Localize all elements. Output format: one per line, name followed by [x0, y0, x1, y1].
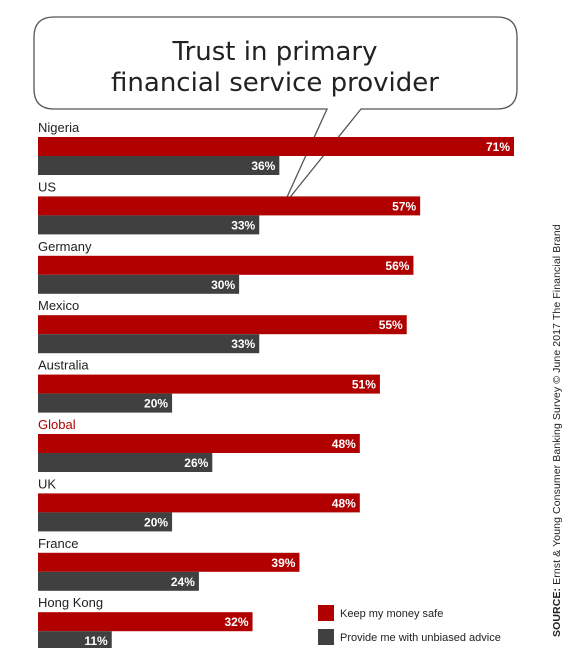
bar-value-label: 51% [352, 378, 376, 392]
chart-title-line: Trust in primary [172, 37, 378, 67]
legend: Keep my money safe Provide me with unbias… [318, 605, 501, 645]
bar-value-label: 20% [144, 397, 168, 411]
bar-value-label: 56% [385, 259, 409, 273]
bar [38, 512, 173, 532]
bar-value-label: 55% [379, 318, 403, 332]
bar-value-label: 11% [84, 634, 108, 648]
bar-value-label: 20% [144, 515, 168, 529]
bar [38, 255, 414, 275]
legend-swatch [318, 629, 334, 645]
bar-plot: Nigeria 71% 36% US 57% 33% Germany 56% 30% Mexico… [38, 120, 514, 648]
bar-value-label: 33% [231, 218, 255, 232]
category-label: Hong Kong [38, 595, 103, 610]
legend-label: Provide me with unbiased advice [340, 632, 501, 644]
bar-value-label: 32% [225, 615, 249, 629]
bar-value-label: 30% [211, 278, 235, 292]
bar [38, 393, 173, 413]
bar-value-label: 39% [271, 556, 295, 570]
source-text: Ernst & Young Consumer Banking Survey © … [551, 224, 563, 585]
bar [38, 215, 260, 235]
bar-value-label: 48% [332, 437, 356, 451]
category-label: Germany [38, 239, 92, 254]
bar-value-label: 36% [251, 159, 275, 173]
bar [38, 453, 213, 472]
bar [38, 274, 240, 294]
bar-value-label: 24% [171, 575, 195, 589]
callout-bubble [33, 16, 518, 207]
bar [38, 434, 360, 453]
bar [38, 552, 300, 572]
category-label: France [38, 536, 78, 551]
bar [38, 374, 380, 394]
bar-value-label: 71% [486, 140, 510, 154]
bar [38, 137, 514, 156]
source-label: SOURCE: [551, 587, 563, 637]
bar [38, 631, 112, 648]
legend-swatch [318, 605, 334, 621]
bar [38, 571, 199, 591]
category-label: UK [38, 476, 56, 491]
bar-value-label: 33% [231, 337, 255, 351]
bar [38, 315, 407, 335]
category-label: Global [38, 417, 76, 432]
bar-value-label: 26% [184, 456, 208, 470]
category-label: Mexico [38, 298, 79, 313]
bar [38, 196, 421, 216]
chart-title-line: financial service provider [111, 68, 439, 98]
bar [38, 612, 253, 632]
bar-value-label: 48% [332, 496, 356, 510]
bar [38, 334, 260, 354]
category-label: Nigeria [38, 120, 80, 135]
source-note: SOURCE: Ernst & Young Consumer Banking S… [551, 224, 563, 637]
bar [38, 493, 360, 513]
bar [38, 156, 280, 175]
bar-value-label: 57% [392, 199, 416, 213]
category-label: US [38, 179, 56, 194]
legend-label: Keep my money safe [340, 608, 443, 620]
category-label: Australia [38, 358, 89, 373]
